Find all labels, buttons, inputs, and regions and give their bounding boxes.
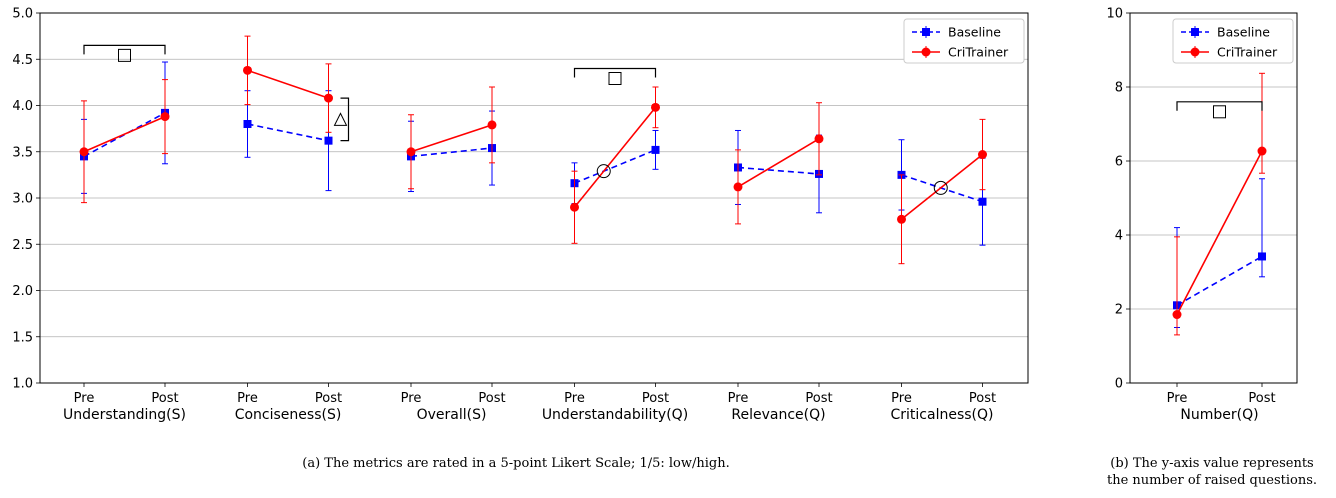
data-point-critrainer: [570, 202, 579, 212]
legend-label-baseline: Baseline: [948, 25, 1001, 40]
legend-marker-baseline: [922, 28, 930, 36]
group-label: Understanding(S): [63, 407, 186, 423]
y-tick-label: 2.0: [12, 284, 33, 299]
series-line-baseline: [410, 147, 493, 158]
series-line-critrainer: [901, 153, 983, 220]
y-tick-label: 8: [1115, 81, 1123, 96]
data-point-critrainer: [978, 150, 987, 160]
legend-marker-critrainer: [921, 47, 931, 57]
data-point-critrainer: [1257, 146, 1267, 156]
x-tick-label: Post: [642, 391, 669, 406]
y-tick-label: 10: [1106, 7, 1123, 22]
y-tick-label: 3.5: [12, 145, 33, 160]
x-tick-label: Post: [805, 391, 832, 406]
y-tick-label: 5.0: [12, 7, 33, 22]
data-point-critrainer: [651, 102, 660, 112]
significance-bracket: [573, 67, 657, 78]
data-point-baseline: [243, 120, 252, 128]
plot-frame: [1129, 12, 1298, 384]
group-label: Criticalness(Q): [891, 407, 994, 423]
group-label: Overall(S): [417, 407, 487, 423]
y-tick-label: 2.5: [12, 238, 33, 253]
plot-frame: [39, 12, 1029, 384]
x-tick-label: Pre: [74, 391, 95, 406]
series-line-baseline: [901, 174, 983, 203]
group-label: Relevance(Q): [731, 407, 825, 423]
legend-marker-baseline: [1191, 28, 1199, 36]
group-label: Number(Q): [1180, 407, 1258, 423]
data-point-critrainer: [814, 134, 824, 144]
x-tick-label: Post: [969, 391, 996, 406]
series-line-baseline: [247, 123, 329, 142]
data-point-baseline: [324, 136, 333, 145]
series-line-critrainer: [247, 69, 329, 99]
data-point-critrainer: [897, 214, 906, 224]
significance-square-marker: [608, 72, 622, 85]
legend-label-baseline: Baseline: [1217, 25, 1270, 40]
panel-b-caption-line-1: (b) The y-axis value represents: [1110, 456, 1313, 471]
x-tick-label: Pre: [237, 391, 258, 406]
significance-square-marker: [1213, 105, 1226, 119]
y-tick-label: 4.0: [12, 99, 33, 114]
data-point-baseline: [1258, 252, 1266, 261]
series-line-critrainer: [1176, 150, 1263, 315]
data-point-critrainer: [487, 120, 497, 130]
y-tick-label: 1.0: [12, 377, 33, 392]
y-tick-label: 0: [1115, 377, 1123, 392]
series-line-baseline: [1176, 255, 1263, 306]
x-tick-label: Pre: [564, 391, 585, 406]
significance-bracket: [1176, 101, 1263, 111]
significance-triangle-marker: [333, 112, 348, 126]
y-tick-label: 4.5: [12, 53, 33, 68]
significance-square-marker: [118, 48, 131, 62]
data-point-critrainer: [160, 112, 170, 122]
series-line-critrainer: [83, 115, 166, 153]
series-line-baseline: [574, 149, 656, 184]
data-point-critrainer: [79, 147, 89, 157]
data-point-baseline: [651, 145, 660, 154]
x-tick-label: Pre: [728, 391, 749, 406]
x-tick-label: Post: [1248, 391, 1275, 406]
series-line-critrainer: [410, 124, 493, 153]
data-point-critrainer: [243, 65, 252, 75]
series-line-critrainer: [737, 138, 820, 188]
interaction-circle-marker: [933, 180, 948, 195]
data-point-critrainer: [1172, 310, 1182, 320]
x-tick-label: Post: [478, 391, 505, 406]
x-tick-label: Post: [151, 391, 178, 406]
data-point-critrainer: [406, 147, 416, 157]
panel-a-caption: (a) The metrics are rated in a 5-point L…: [302, 456, 729, 471]
data-point-critrainer: [324, 93, 333, 103]
y-tick-label: 2: [1115, 303, 1123, 318]
series-line-critrainer: [573, 106, 657, 208]
series-line-baseline: [737, 166, 820, 175]
x-tick-label: Pre: [1167, 391, 1188, 406]
y-tick-label: 6: [1115, 155, 1123, 170]
group-label: Conciseness(S): [235, 407, 342, 423]
group-label: Understandability(Q): [542, 407, 688, 423]
data-point-critrainer: [733, 182, 743, 192]
x-tick-label: Post: [315, 391, 342, 406]
legend-label-critrainer: CriTrainer: [1217, 45, 1278, 60]
interaction-circle-marker: [596, 164, 611, 179]
legend-marker-critrainer: [1190, 47, 1200, 57]
y-tick-label: 3.0: [12, 192, 33, 207]
y-tick-label: 1.5: [12, 330, 33, 345]
data-point-baseline: [978, 197, 987, 206]
y-tick-label: 4: [1115, 229, 1123, 244]
x-tick-label: Pre: [891, 391, 912, 406]
significance-bracket: [83, 44, 166, 55]
x-tick-label: Pre: [401, 391, 422, 406]
legend-label-critrainer: CriTrainer: [948, 45, 1009, 60]
significance-bracket: [340, 97, 350, 142]
panel-b-caption-line-2: the number of raised questions.: [1107, 473, 1317, 488]
